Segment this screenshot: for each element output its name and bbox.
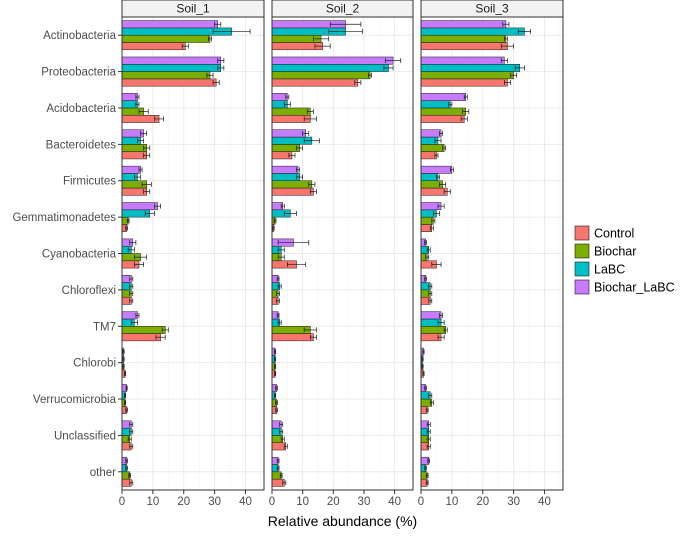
bar-mark <box>121 187 147 196</box>
legend-label: Biochar <box>594 245 636 259</box>
legend-label: Control <box>594 227 634 241</box>
bar-mark <box>420 64 521 72</box>
bar-mark <box>420 27 525 36</box>
x-axis-title: Relative abundance (%) <box>268 513 417 529</box>
bar-mark <box>121 144 147 152</box>
y-tick-label: Acidobacteria <box>46 103 116 115</box>
y-tick-label: Unclassified <box>54 430 116 442</box>
bar-mark <box>121 42 186 51</box>
facet-strip-label: Soil_1 <box>176 2 210 16</box>
x-tick-label: 0 <box>119 496 125 508</box>
bar-mark <box>271 56 394 65</box>
x-tick-label: 30 <box>208 496 221 508</box>
panel-border <box>271 16 414 491</box>
bar-mark <box>121 100 138 109</box>
bar-mark <box>121 333 161 342</box>
bar-mark <box>420 34 507 43</box>
y-tick-label: Gemmatimonadetes <box>12 212 116 224</box>
bar-mark <box>271 471 282 480</box>
bar-mark <box>121 71 211 80</box>
bar-mark <box>420 115 465 123</box>
x-tick-label: 0 <box>269 496 275 508</box>
bar-mark <box>271 107 311 116</box>
y-tick-label: Actinobacteria <box>43 30 116 42</box>
bar-mark <box>420 42 508 51</box>
legend-swatch <box>574 243 590 259</box>
x-tick-label: 0 <box>418 496 424 508</box>
bar-mark <box>271 129 306 138</box>
bar-mark <box>271 333 314 342</box>
x-tick-label: 40 <box>239 496 252 508</box>
bar-mark <box>420 144 445 152</box>
y-tick-label: Chlorobi <box>73 358 116 370</box>
y-tick-label: Chloroflexi <box>62 285 116 297</box>
x-tick-label: 40 <box>388 496 401 508</box>
facet-strip-label: Soil_2 <box>326 2 360 16</box>
y-tick-label: Verrucomicrobia <box>33 394 117 406</box>
legend-swatch <box>574 279 590 295</box>
y-tick-label: Cyanobacteria <box>42 249 117 261</box>
bar-mark <box>271 144 300 152</box>
bar-mark <box>271 64 389 72</box>
bar-mark <box>121 326 166 334</box>
bar-mark <box>271 173 300 181</box>
legend-label: Biochar_LaBC <box>594 281 675 295</box>
bar-mark <box>420 187 448 196</box>
bar-mark <box>420 93 467 101</box>
bar-mark <box>420 20 507 29</box>
x-tick-label: 20 <box>327 496 340 508</box>
bar-mark <box>271 78 359 87</box>
bar-mark <box>121 34 211 43</box>
bar-mark <box>271 442 287 451</box>
bar-mark <box>271 93 288 101</box>
bar-mark <box>121 165 141 174</box>
legend-swatch <box>574 225 590 241</box>
bar-mark <box>271 165 299 174</box>
bar-mark <box>420 326 446 334</box>
x-tick-label: 10 <box>146 496 159 508</box>
bar-mark <box>271 187 314 196</box>
bar-mark <box>121 311 138 320</box>
bar-mark <box>420 107 467 116</box>
y-tick-label: Proteobacteria <box>41 67 116 79</box>
bar-mark <box>121 64 222 72</box>
bar-mark <box>271 180 313 189</box>
bar-mark <box>420 165 453 174</box>
bar-mark <box>420 173 439 181</box>
bar-mark <box>121 151 147 160</box>
bar-mark <box>121 93 138 101</box>
bar-mark <box>121 202 158 211</box>
panel-border <box>420 16 564 491</box>
bar-mark <box>420 100 451 109</box>
bar-mark <box>420 311 442 320</box>
bar-mark <box>420 129 442 138</box>
legend-label: LaBC <box>594 263 625 277</box>
bar-mark <box>121 78 217 87</box>
bar-mark <box>420 71 514 80</box>
bar-mark <box>121 20 218 29</box>
y-tick-label: Firmicutes <box>63 176 116 188</box>
x-tick-label: 10 <box>445 496 458 508</box>
x-tick-label: 30 <box>507 496 520 508</box>
facet-strip-label: Soil_3 <box>475 2 509 16</box>
x-tick-label: 10 <box>296 496 309 508</box>
x-tick-label: 20 <box>177 496 190 508</box>
x-tick-label: 20 <box>476 496 489 508</box>
y-tick-label: other <box>90 467 116 479</box>
bar-mark <box>271 71 371 80</box>
legend-swatch <box>574 261 590 277</box>
bar-mark <box>420 78 508 87</box>
x-tick-label: 30 <box>358 496 371 508</box>
y-tick-label: TM7 <box>93 321 116 333</box>
bar-mark <box>121 56 222 65</box>
bar-mark <box>420 56 505 65</box>
bar-mark <box>420 151 437 160</box>
bar-mark <box>121 115 160 123</box>
x-tick-label: 40 <box>538 496 551 508</box>
y-tick-label: Bacteroidetes <box>46 139 117 151</box>
